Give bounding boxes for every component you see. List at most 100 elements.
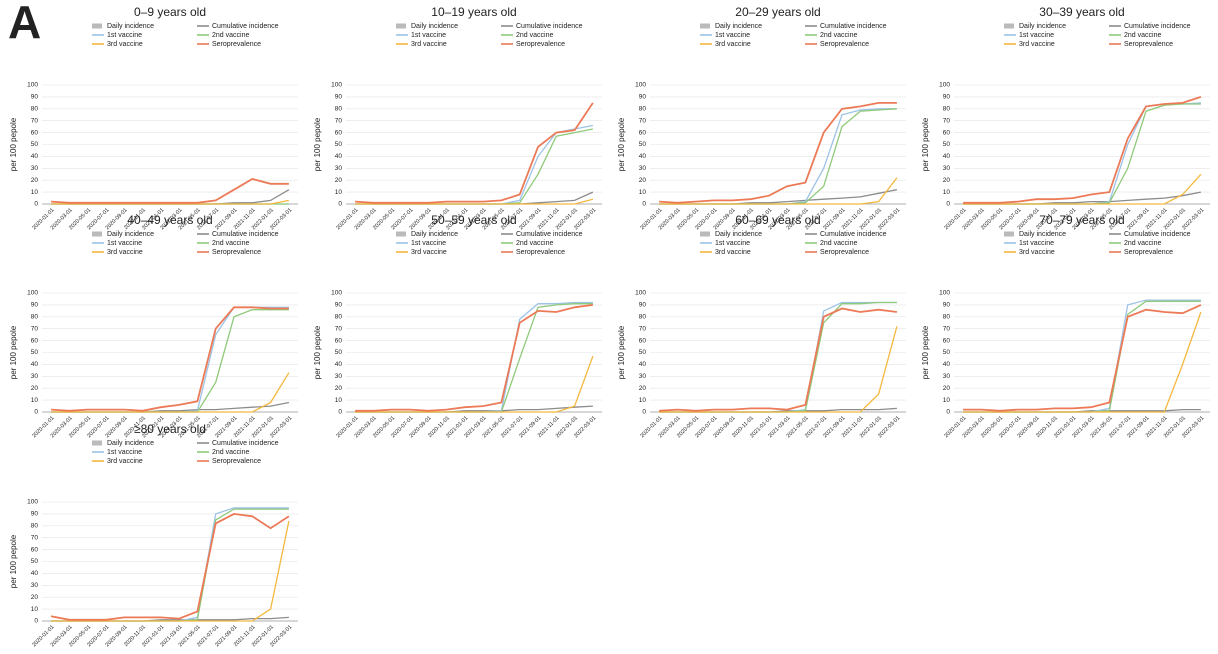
y-tick-label: 100 <box>331 290 342 297</box>
legend-label: 3rd vaccine <box>411 41 447 48</box>
y-tick-label: 50 <box>31 141 39 148</box>
y-tick-label: 100 <box>331 82 342 89</box>
series-line <box>51 178 289 204</box>
y-tick-label: 50 <box>31 558 39 565</box>
y-tick-label: 30 <box>31 165 39 172</box>
y-tick-label: 90 <box>31 302 39 309</box>
y-tick-label: 100 <box>27 290 38 297</box>
legend-label: 2nd vaccine <box>516 32 553 39</box>
legend-swatch <box>396 231 406 237</box>
y-tick-label: 0 <box>338 201 342 208</box>
y-tick-label: 80 <box>943 314 951 321</box>
y-tick-label: 20 <box>31 385 39 392</box>
y-tick-label: 80 <box>31 523 39 530</box>
legend-label: Cumulative incidence <box>1124 231 1191 238</box>
y-tick-label: 20 <box>639 385 647 392</box>
y-tick-label: 100 <box>27 499 38 506</box>
y-tick-label: 10 <box>335 397 343 404</box>
series-line <box>51 199 290 205</box>
panel-label: A <box>8 0 41 48</box>
y-tick-label: 40 <box>335 153 343 160</box>
legend-label: 1st vaccine <box>107 32 142 39</box>
y-tick-label: 90 <box>943 94 951 101</box>
legend-label: Cumulative incidence <box>516 23 583 30</box>
y-tick-label: 20 <box>943 385 951 392</box>
series-line <box>963 304 1202 412</box>
y-tick-label: 20 <box>639 177 647 184</box>
series-line <box>659 326 898 413</box>
legend-swatch <box>396 23 406 29</box>
legend-label: Daily incidence <box>411 23 458 30</box>
series-line <box>355 304 594 412</box>
legend-label: 3rd vaccine <box>715 41 751 48</box>
legend-label: 2nd vaccine <box>212 240 249 247</box>
series-line <box>50 512 290 621</box>
y-tick-label: 70 <box>31 325 39 332</box>
y-tick-label: 10 <box>943 397 951 404</box>
y-tick-label: 60 <box>335 337 343 344</box>
y-tick-label: 80 <box>31 106 39 113</box>
y-tick-label: 60 <box>31 337 39 344</box>
y-tick-label: 20 <box>943 177 951 184</box>
y-tick-label: 100 <box>635 290 646 297</box>
legend-label: 2nd vaccine <box>212 32 249 39</box>
legend-swatch <box>92 231 102 237</box>
legend-label: 2nd vaccine <box>820 32 857 39</box>
y-tick-label: 50 <box>943 349 951 356</box>
chart-title: 20–29 years old <box>735 5 820 19</box>
legend-label: Seroprevalence <box>516 249 565 256</box>
y-tick-label: 50 <box>639 141 647 148</box>
legend-label: Seroprevalence <box>1124 41 1173 48</box>
series-line <box>963 300 1201 413</box>
y-axis-label: per 100 pepole <box>617 117 626 171</box>
legend-label: Seroprevalence <box>1124 249 1173 256</box>
y-tick-label: 70 <box>31 117 39 124</box>
series-line <box>963 173 1202 205</box>
legend-label: 3rd vaccine <box>1019 41 1055 48</box>
series-line <box>659 307 898 412</box>
y-tick-label: 100 <box>939 290 950 297</box>
y-tick-label: 30 <box>639 165 647 172</box>
y-tick-label: 90 <box>31 511 39 518</box>
y-tick-label: 40 <box>943 153 951 160</box>
legend-label: Daily incidence <box>715 23 762 30</box>
legend-label: 3rd vaccine <box>411 249 447 256</box>
y-tick-label: 60 <box>943 129 951 136</box>
y-tick-label: 60 <box>639 129 647 136</box>
y-tick-label: 70 <box>943 325 951 332</box>
y-tick-label: 90 <box>639 94 647 101</box>
series-line <box>963 102 1201 205</box>
y-tick-label: 0 <box>34 201 38 208</box>
y-tick-label: 80 <box>639 106 647 113</box>
legend-label: Daily incidence <box>715 231 762 238</box>
chart-title: 60–69 years old <box>735 213 820 227</box>
y-tick-label: 0 <box>946 409 950 416</box>
legend-label: Daily incidence <box>1019 23 1066 30</box>
legend-label: 1st vaccine <box>1019 240 1054 247</box>
chart-title: 40–49 years old <box>127 213 212 227</box>
legend-swatch <box>92 23 102 29</box>
legend-label: Cumulative incidence <box>212 440 279 447</box>
legend-label: Seroprevalence <box>212 41 261 48</box>
y-tick-label: 40 <box>31 153 39 160</box>
y-tick-label: 30 <box>31 373 39 380</box>
chart-title: 10–19 years old <box>431 5 516 19</box>
y-tick-label: 70 <box>639 325 647 332</box>
legend-label: 1st vaccine <box>107 449 142 456</box>
legend-label: 3rd vaccine <box>107 41 143 48</box>
series-line <box>355 355 594 413</box>
series-line <box>963 103 1201 205</box>
y-tick-label: 80 <box>639 314 647 321</box>
y-tick-label: 100 <box>27 82 38 89</box>
y-tick-label: 30 <box>335 373 343 380</box>
series-line <box>659 102 897 204</box>
y-tick-label: 30 <box>335 165 343 172</box>
y-tick-label: 90 <box>639 302 647 309</box>
y-tick-label: 50 <box>943 141 951 148</box>
y-tick-label: 40 <box>31 361 39 368</box>
y-tick-label: 90 <box>943 302 951 309</box>
legend-label: Cumulative incidence <box>212 23 279 30</box>
legend-label: 3rd vaccine <box>1019 249 1055 256</box>
legend-swatch <box>1004 231 1014 237</box>
legend-label: Cumulative incidence <box>1124 23 1191 30</box>
